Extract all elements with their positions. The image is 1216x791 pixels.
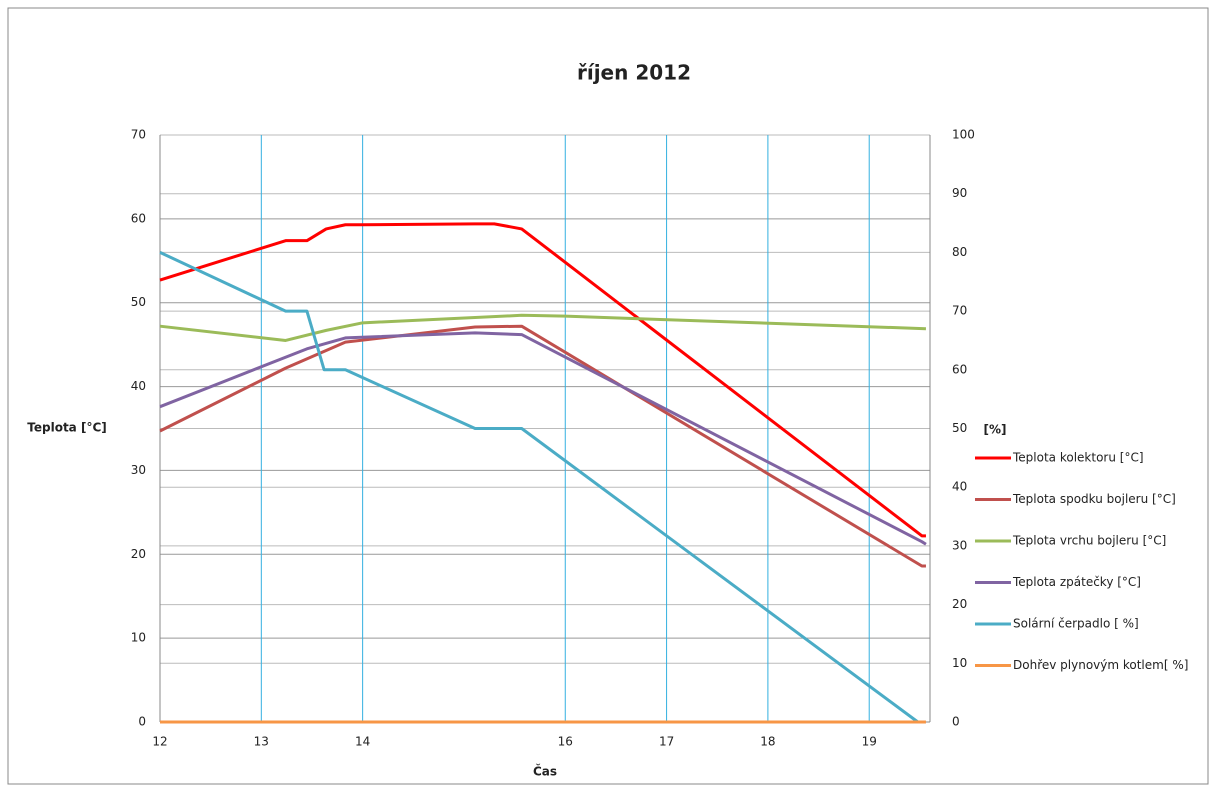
y2-tick-label: 20: [952, 597, 967, 611]
x-tick-label: 16: [558, 735, 573, 749]
y-tick-label: 40: [131, 379, 146, 393]
x-tick-label: 14: [355, 735, 370, 749]
x-axis-label: Čas: [533, 764, 557, 779]
y2-tick-label: 90: [952, 186, 967, 200]
series-line: [159, 313, 926, 342]
y-tick-label: 60: [131, 211, 146, 225]
y-tick-label: 30: [131, 463, 146, 477]
y-tick-label: 20: [131, 547, 146, 561]
series-line: [159, 251, 919, 724]
legend-label: Solární čerpadlo [ %]: [1013, 617, 1139, 631]
y-tick-label: 0: [138, 715, 146, 729]
legend-label: Teplota spodku bojleru [°C]: [1012, 492, 1176, 506]
y2-tick-label: 70: [952, 304, 967, 318]
y2-tick-label: 100: [952, 128, 975, 142]
y2-tick-label: 30: [952, 538, 967, 552]
y2-tick-label: 40: [952, 480, 967, 494]
legend-label: Teplota kolektoru [°C]: [1012, 451, 1144, 465]
y-tick-label: 10: [131, 631, 146, 645]
chart-frame: [7, 7, 1209, 785]
y-tick-label: 50: [131, 295, 146, 309]
y2-tick-label: 50: [952, 421, 967, 435]
y2-axis-label: [%]: [984, 423, 1007, 437]
x-tick-label: 18: [760, 735, 775, 749]
x-tick-label: 12: [152, 735, 167, 749]
y2-tick-label: 80: [952, 245, 967, 259]
legend-label: Dohřev plynovým kotlem[ %]: [1013, 658, 1188, 672]
y2-tick-label: 0: [952, 715, 960, 729]
x-tick-label: 13: [254, 735, 269, 749]
legend-label: Teplota zpátečky [°C]: [1012, 575, 1141, 589]
x-tick-label: 19: [862, 735, 877, 749]
legend-label: Teplota vrchu bojleru [°C]: [1012, 534, 1166, 548]
series-line: [159, 331, 927, 546]
y2-tick-label: 60: [952, 362, 967, 376]
y-axis-label: Teplota [°C]: [27, 421, 106, 435]
x-tick-label: 17: [659, 735, 674, 749]
chart-title: říjen 2012: [577, 61, 691, 85]
y-tick-label: 70: [131, 128, 146, 142]
series-line: [159, 222, 926, 538]
y2-tick-label: 10: [952, 656, 967, 670]
series-line: [159, 324, 926, 568]
